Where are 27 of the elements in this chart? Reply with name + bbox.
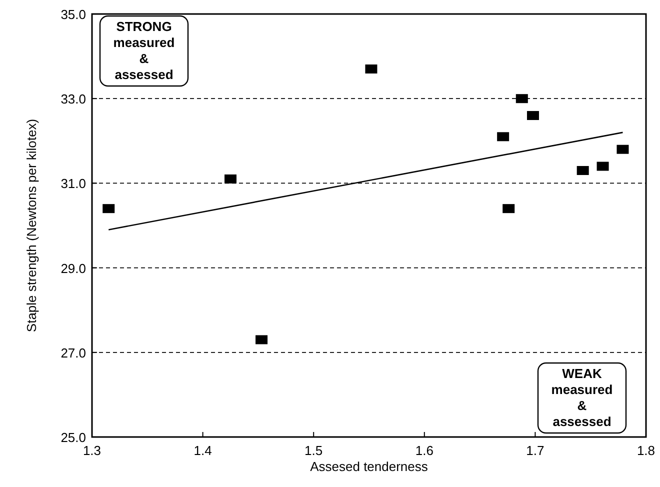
- point: [102, 204, 115, 214]
- point: [497, 132, 510, 142]
- y-axis-title: Staple strength (Newtons per kilotex): [24, 118, 39, 332]
- y-tick-label: 31.0: [60, 176, 86, 192]
- point: [516, 94, 528, 104]
- x-tick-label: 1.6: [415, 443, 434, 458]
- x-tick-label: 1.8: [636, 443, 656, 458]
- y-tick-label: 29.0: [60, 260, 86, 276]
- x-tick-label: 1.7: [526, 443, 544, 458]
- annotation: WEAK measured & assessed: [551, 366, 613, 429]
- point: [576, 166, 589, 176]
- y-tick-label: 27.0: [60, 345, 86, 360]
- point: [224, 174, 236, 184]
- point: [365, 64, 378, 74]
- point: [596, 162, 609, 171]
- y-tick-label: 33.0: [60, 92, 86, 107]
- y-tick-label: 25.0: [60, 430, 86, 445]
- x-axis-title: Assesed tenderness: [310, 459, 428, 474]
- x-tick-label: 1.5: [304, 443, 323, 458]
- point: [526, 111, 539, 120]
- x-tick-label: 1.3: [82, 443, 102, 458]
- point: [502, 204, 515, 214]
- point: [256, 335, 268, 344]
- x-tick-label: 1.4: [194, 443, 212, 458]
- y-tick-label: 35.0: [60, 7, 86, 22]
- point: [616, 144, 629, 154]
- annotation: STRONG measured & assessed: [113, 19, 175, 82]
